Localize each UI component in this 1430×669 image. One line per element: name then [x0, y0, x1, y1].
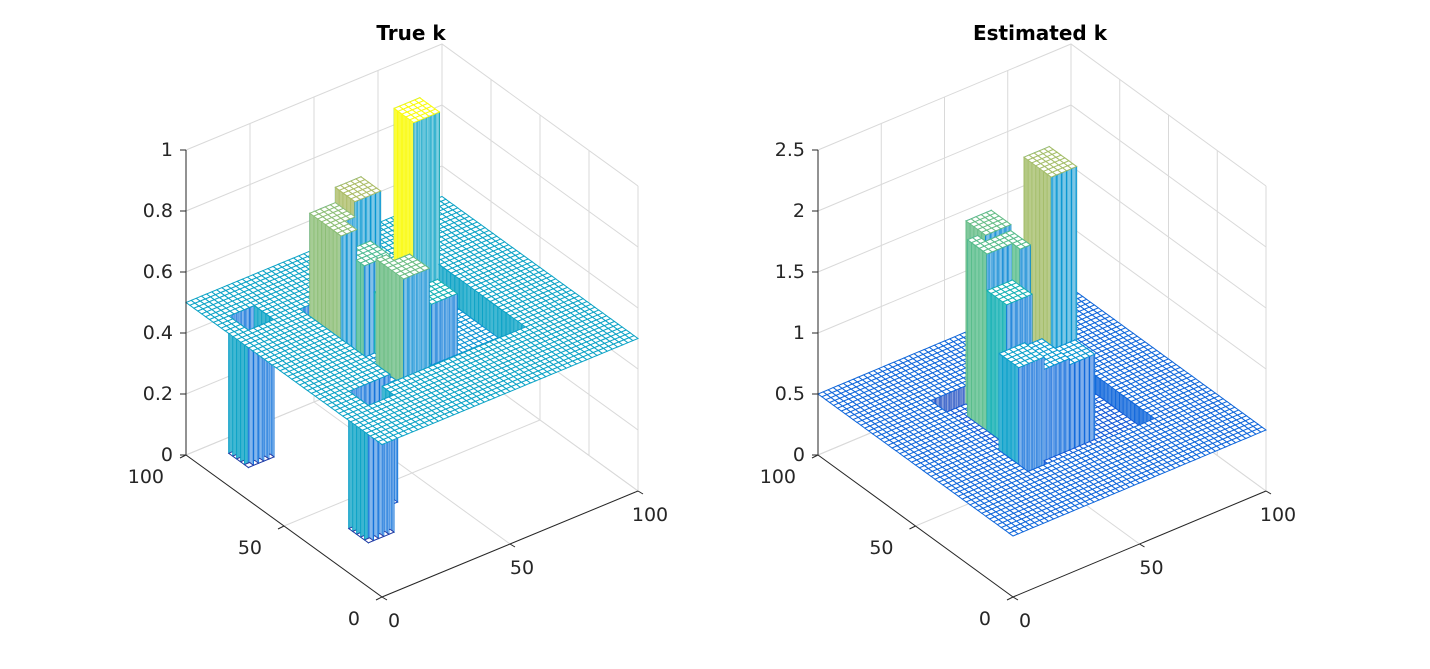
x-tick-label: 0 — [388, 610, 400, 632]
z-tick-label: 1 — [793, 322, 805, 344]
z-tick-label: 0.8 — [143, 200, 173, 222]
x-tick-label: 50 — [510, 557, 534, 579]
z-tick-label: 2.5 — [775, 139, 805, 161]
x-tick-label: 100 — [1260, 504, 1296, 526]
x-tick-label: 100 — [632, 504, 668, 526]
y-tick-label: 50 — [238, 537, 262, 559]
surface-mesh — [184, 96, 640, 544]
z-tick-label: 0.4 — [143, 322, 173, 344]
y-tick-label: 50 — [869, 537, 893, 559]
y-tick-label: 0 — [979, 608, 991, 630]
z-tick-label: 0.6 — [143, 261, 173, 283]
z-tick-label: 0 — [161, 444, 173, 466]
z-tick-label: 0 — [793, 444, 805, 466]
x-tick-label: 0 — [1019, 610, 1031, 632]
y-tick-label: 0 — [348, 608, 360, 630]
z-tick-label: 2 — [793, 200, 805, 222]
y-tick-label: 100 — [128, 466, 164, 488]
x-tick-label: 50 — [1139, 557, 1163, 579]
z-tick-label: 1.5 — [775, 261, 805, 283]
chart-title: True k — [376, 21, 446, 45]
surface-mesh — [816, 145, 1268, 537]
z-tick-label: 1 — [161, 139, 173, 161]
y-tick-label: 100 — [760, 466, 796, 488]
z-tick-label: 0.2 — [143, 383, 173, 405]
chart-title: Estimated k — [973, 21, 1108, 45]
z-tick-label: 0.5 — [775, 383, 805, 405]
